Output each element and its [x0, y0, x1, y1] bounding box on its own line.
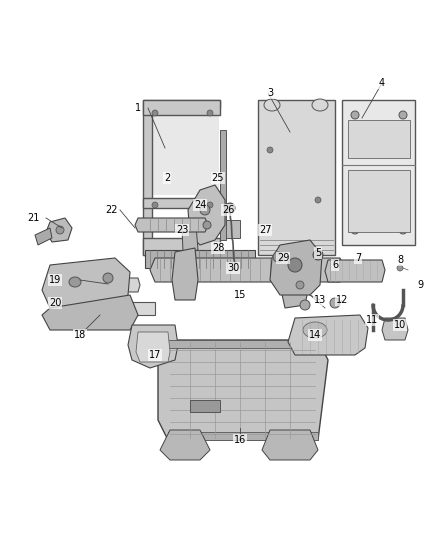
Polygon shape — [182, 225, 198, 252]
Polygon shape — [52, 302, 155, 315]
Text: 14: 14 — [309, 330, 321, 340]
Bar — [153, 115, 219, 195]
Polygon shape — [262, 430, 318, 460]
Polygon shape — [136, 332, 170, 362]
Text: 1: 1 — [135, 103, 141, 113]
Ellipse shape — [296, 281, 304, 289]
Polygon shape — [382, 318, 408, 340]
Ellipse shape — [330, 298, 340, 308]
Ellipse shape — [152, 110, 158, 116]
Text: 25: 25 — [212, 173, 224, 183]
Bar — [348, 120, 410, 158]
Text: 27: 27 — [259, 225, 271, 235]
Text: 21: 21 — [27, 213, 39, 223]
Ellipse shape — [273, 252, 283, 262]
Ellipse shape — [397, 265, 403, 271]
Text: 29: 29 — [277, 253, 289, 263]
Text: 4: 4 — [379, 78, 385, 88]
Polygon shape — [280, 248, 310, 308]
Polygon shape — [158, 340, 328, 440]
Ellipse shape — [200, 205, 210, 215]
Text: 3: 3 — [267, 88, 273, 98]
Text: 22: 22 — [106, 205, 118, 215]
Text: 17: 17 — [149, 350, 161, 360]
Ellipse shape — [207, 202, 213, 208]
Ellipse shape — [399, 111, 407, 119]
Polygon shape — [160, 430, 210, 460]
Text: 30: 30 — [227, 263, 239, 273]
Polygon shape — [172, 248, 198, 300]
Bar — [220, 130, 226, 240]
Bar — [168, 268, 248, 280]
Ellipse shape — [56, 226, 64, 234]
Bar — [168, 432, 318, 440]
Text: 12: 12 — [336, 295, 348, 305]
Ellipse shape — [303, 322, 327, 338]
Text: 23: 23 — [176, 225, 188, 235]
Polygon shape — [150, 258, 345, 282]
Text: 18: 18 — [74, 330, 86, 340]
Polygon shape — [135, 218, 208, 232]
Text: 5: 5 — [315, 248, 321, 258]
Polygon shape — [143, 100, 220, 255]
Ellipse shape — [207, 110, 213, 116]
Ellipse shape — [399, 226, 407, 234]
Bar — [143, 238, 220, 255]
Ellipse shape — [300, 300, 310, 310]
Text: 16: 16 — [234, 435, 246, 445]
Ellipse shape — [152, 202, 158, 208]
Ellipse shape — [267, 147, 273, 153]
Ellipse shape — [103, 273, 113, 283]
Text: 24: 24 — [194, 200, 206, 210]
Polygon shape — [325, 260, 385, 282]
Text: 20: 20 — [49, 298, 61, 308]
Text: 11: 11 — [366, 315, 378, 325]
Polygon shape — [42, 295, 138, 330]
Text: 7: 7 — [355, 253, 361, 263]
Polygon shape — [270, 240, 322, 295]
Ellipse shape — [264, 99, 280, 111]
Ellipse shape — [315, 197, 321, 203]
Ellipse shape — [225, 203, 235, 213]
Polygon shape — [258, 100, 335, 255]
Ellipse shape — [69, 277, 81, 287]
Ellipse shape — [351, 226, 359, 234]
Polygon shape — [288, 315, 368, 355]
Text: 26: 26 — [222, 205, 234, 215]
Ellipse shape — [288, 258, 302, 272]
Ellipse shape — [351, 111, 359, 119]
Bar — [145, 250, 255, 268]
Text: 2: 2 — [164, 173, 170, 183]
Text: 6: 6 — [332, 260, 338, 270]
Polygon shape — [50, 278, 140, 292]
Text: 19: 19 — [49, 275, 61, 285]
Ellipse shape — [313, 250, 323, 260]
Text: 28: 28 — [212, 243, 224, 253]
Text: 8: 8 — [397, 255, 403, 265]
Polygon shape — [342, 100, 415, 245]
Bar — [190, 400, 220, 412]
Text: 9: 9 — [417, 280, 423, 290]
Ellipse shape — [312, 99, 328, 111]
Bar — [348, 170, 410, 232]
Polygon shape — [220, 220, 240, 238]
Bar — [143, 198, 220, 208]
Bar — [143, 100, 220, 115]
Polygon shape — [46, 218, 72, 242]
Ellipse shape — [203, 221, 211, 229]
Text: 15: 15 — [234, 290, 246, 300]
Polygon shape — [128, 325, 178, 368]
Polygon shape — [188, 185, 225, 245]
Text: 13: 13 — [314, 295, 326, 305]
Polygon shape — [35, 228, 52, 245]
Polygon shape — [42, 258, 130, 308]
Bar — [168, 340, 318, 348]
Text: 10: 10 — [394, 320, 406, 330]
